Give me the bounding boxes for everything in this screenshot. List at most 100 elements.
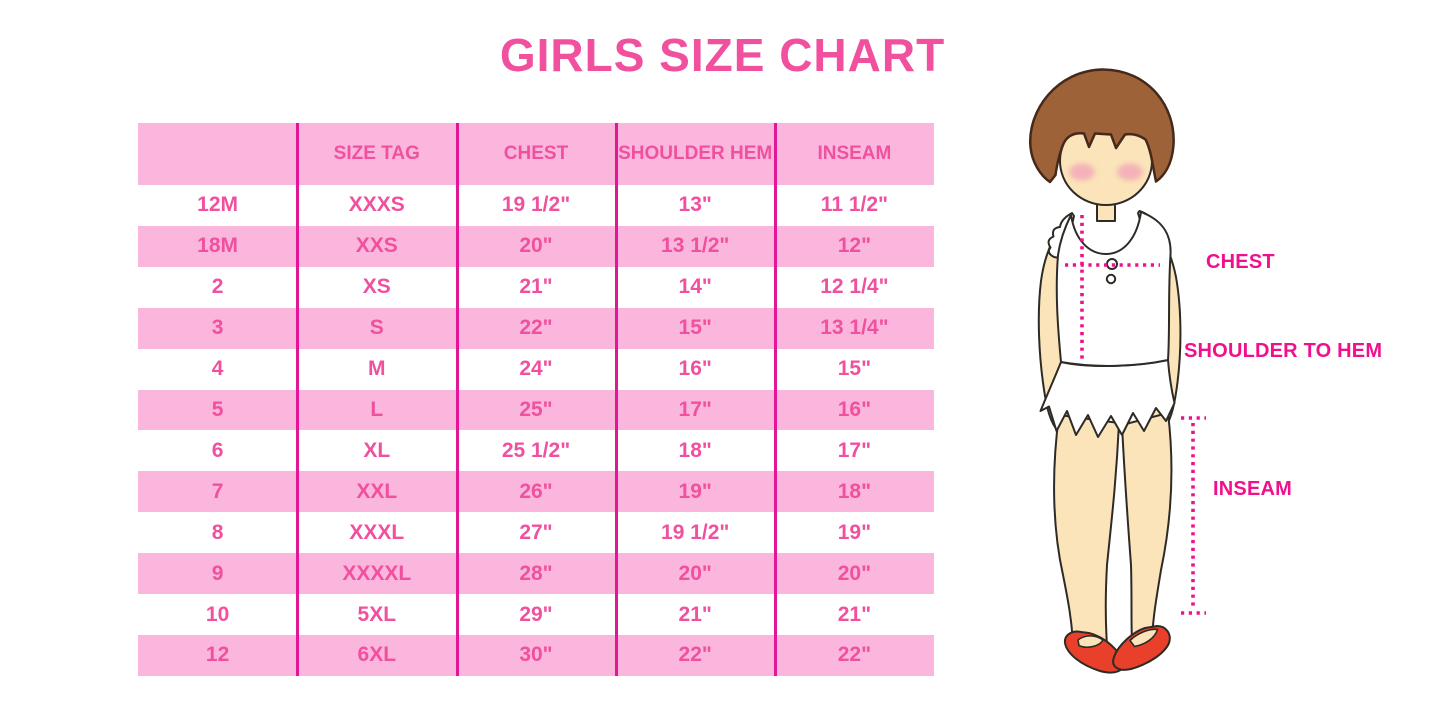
table-cell: 3	[211, 316, 224, 340]
table-cell: M	[368, 357, 386, 381]
girls-size-table: SIZE TAG CHEST SHOULDER HEM INSEAM 12M XX…	[138, 123, 934, 676]
table-cell: 17"	[837, 438, 872, 462]
table-rows: 12M XXXS 19 1/2" 13" 11 1/2" 18M XXS 20" 13 1/2"…	[138, 185, 934, 676]
table-cell: 7	[211, 479, 224, 503]
table-row: 4 M 24" 16" 15"	[138, 349, 934, 390]
table-cell: 12 1/4"	[820, 275, 889, 299]
table-cell: 13 1/4"	[820, 316, 889, 340]
table-cell: 22"	[519, 316, 553, 340]
table-cell: 20"	[837, 561, 872, 585]
header-cell-size	[138, 123, 297, 185]
table-cell: 29"	[519, 602, 553, 626]
table-header-row: SIZE TAG CHEST SHOULDER HEM INSEAM	[138, 123, 934, 185]
table-cell: 18M	[197, 234, 239, 258]
shoulder-to-hem-label: SHOULDER TO HEM	[1184, 340, 1383, 362]
table-cell: XXXS	[348, 193, 405, 217]
table-row: 12 6XL 30" 22" 22"	[138, 634, 934, 676]
table-row: 7 XXL 26" 19" 18"	[138, 471, 934, 513]
header-cell-inseam: INSEAM	[817, 143, 892, 164]
header-cell-chest: CHEST	[503, 143, 569, 164]
table-cell: 28"	[519, 561, 553, 585]
table-cell: 13"	[678, 193, 712, 217]
table-cell: 12M	[197, 193, 239, 217]
column-divider	[615, 123, 618, 676]
chest-label: CHEST	[1206, 251, 1275, 273]
girl-illustration	[1029, 68, 1206, 674]
table-row: 2 XS 21" 14" 12 1/4"	[138, 267, 934, 308]
table-cell: XXXL	[349, 520, 405, 544]
table-cell: 4	[211, 357, 224, 381]
table-row: 3 S 22" 15" 13 1/4"	[138, 307, 934, 349]
table-cell: XL	[363, 438, 391, 462]
table-row: 8 XXXL 27" 19 1/2" 19"	[138, 512, 934, 553]
table-cell: XXXXL	[342, 561, 412, 585]
left-leg	[1053, 414, 1120, 646]
table-cell: 15"	[837, 357, 872, 381]
hair	[1029, 68, 1175, 184]
table-row: 6 XL 25 1/2" 18" 17"	[138, 430, 934, 471]
table-cell: 30"	[519, 643, 553, 667]
top-button-lower	[1105, 273, 1117, 285]
table-cell: 10	[205, 602, 230, 626]
table-cell: 25"	[519, 397, 553, 421]
left-shoe-opening	[1077, 635, 1104, 648]
table-cell: L	[370, 397, 384, 421]
table-cell: 21"	[678, 602, 712, 626]
table-row: 18M XXS 20" 13 1/2" 12"	[138, 225, 934, 267]
header-cell-shoulder-hem: SHOULDER HEM	[618, 143, 773, 164]
top-bodice	[1055, 211, 1172, 367]
table-cell: 17"	[678, 397, 712, 421]
table-cell: 20"	[678, 561, 712, 585]
table-row: 5 L 25" 17" 16"	[138, 389, 934, 431]
page-title: GIRLS SIZE CHART	[499, 29, 946, 81]
table-cell: 6	[211, 438, 224, 462]
table-cell: 16"	[837, 397, 872, 421]
table-cell: 22"	[837, 643, 872, 667]
table-cell: XS	[362, 275, 391, 299]
table-cell: 14"	[678, 275, 712, 299]
table-cell: 8	[211, 520, 224, 544]
right-shoe	[1112, 625, 1171, 671]
table-cell: 26"	[519, 479, 553, 503]
table-cell: 21"	[519, 275, 553, 299]
table-cell: 12"	[837, 234, 872, 258]
inseam-label: INSEAM	[1213, 478, 1292, 500]
table-cell: 24"	[519, 357, 553, 381]
table-cell: 18"	[678, 438, 712, 462]
right-leg	[1121, 412, 1173, 643]
table-cell: 13 1/2"	[661, 234, 730, 258]
table-cell: 25 1/2"	[501, 438, 571, 462]
table-cell: 19 1/2"	[661, 520, 730, 544]
column-divider	[774, 123, 777, 676]
table-cell: 6XL	[357, 643, 397, 667]
table-cell: 2	[211, 275, 224, 299]
table-cell: 15"	[678, 316, 712, 340]
table-cell: 12	[205, 643, 230, 667]
inseam-measure-line	[1181, 416, 1206, 615]
table-cell: XXS	[355, 234, 398, 258]
table-cell: 18"	[837, 479, 872, 503]
table-cell: 5XL	[357, 602, 397, 626]
table-cell: 27"	[519, 520, 553, 544]
table-cell: 11 1/2"	[820, 193, 888, 217]
right-shoe-opening	[1129, 628, 1159, 648]
table-cell: S	[369, 316, 384, 340]
table-cell: 22"	[678, 643, 712, 667]
blush-left	[1069, 163, 1095, 181]
table-cell: 19 1/2"	[501, 193, 571, 217]
blush-right	[1117, 163, 1143, 181]
table-cell: 19"	[678, 479, 712, 503]
table-cell: 20"	[519, 234, 553, 258]
column-divider	[456, 123, 459, 676]
table-cell: 21"	[837, 602, 872, 626]
header-cell-size-tag: SIZE TAG	[333, 143, 420, 164]
table-cell: 9	[211, 561, 224, 585]
table-row: 10 5XL 29" 21" 21"	[138, 594, 934, 635]
table-cell: 19"	[837, 520, 872, 544]
table-cell: 16"	[678, 357, 712, 381]
table-row: 12M XXXS 19 1/2" 13" 11 1/2"	[138, 185, 934, 226]
table-cell: 5	[211, 397, 224, 421]
table-cell: XXL	[356, 479, 398, 503]
column-divider	[296, 123, 299, 676]
measurement-figure	[1015, 55, 1375, 700]
